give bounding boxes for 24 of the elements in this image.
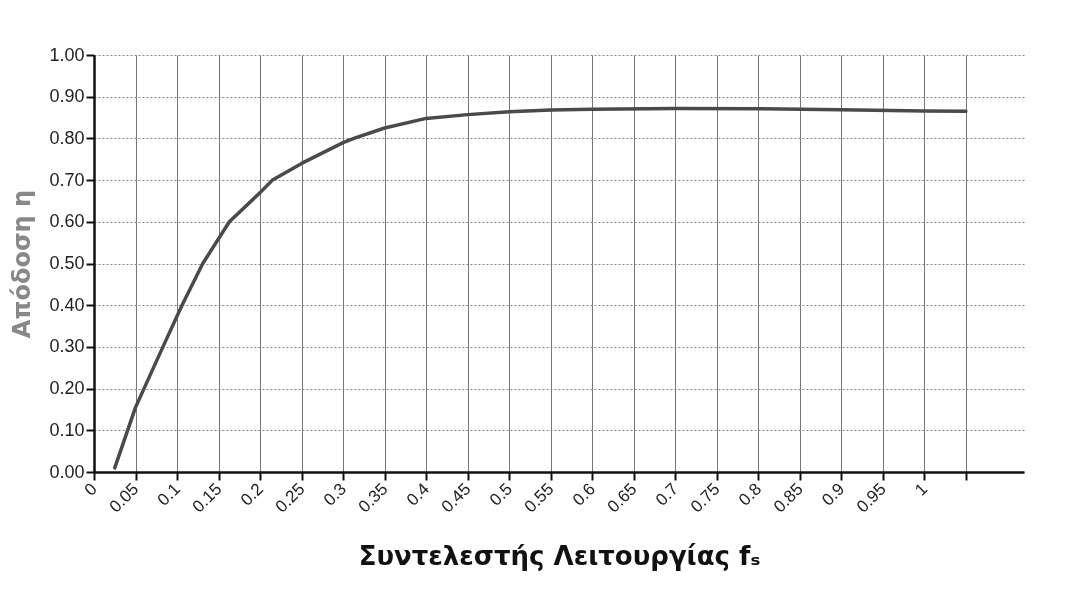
y-tick-label: 0.10: [49, 419, 85, 440]
y-tick-label: 0.00: [49, 461, 85, 482]
y-tick-label: 0.60: [49, 211, 85, 232]
x-tick-label: 1: [911, 479, 932, 500]
x-tick-label: 0.8: [735, 479, 766, 510]
x-tick-label: 0.2: [236, 479, 267, 510]
x-tick-label: 0.5: [485, 479, 517, 510]
y-tick-label: 0.50: [49, 253, 85, 273]
y-tick-label: 0.40: [49, 294, 85, 315]
y-tick-label: 0.80: [49, 127, 85, 148]
y-tick-label: 1.00: [49, 44, 85, 65]
y-axis-title: Απόδοση η: [8, 189, 37, 339]
x-tick-label: 0.4: [402, 479, 434, 510]
y-tick-label: 0.90: [49, 86, 85, 107]
x-tick-label: 0.6: [568, 479, 600, 510]
x-axis-title: Συντελεστής Λειτουργίας fₛ: [358, 540, 761, 571]
x-tick-label: 0.1: [153, 479, 184, 510]
x-tick-label: 0: [80, 479, 101, 500]
x-tick-label: 0.3: [319, 479, 350, 510]
y-tick-label: 0.30: [49, 336, 85, 357]
x-tick-label: 0.9: [818, 479, 849, 510]
y-tick-label: 0.70: [49, 169, 85, 190]
x-tick-label: 0.7: [651, 479, 683, 510]
y-tick-label: 0.20: [49, 378, 85, 399]
